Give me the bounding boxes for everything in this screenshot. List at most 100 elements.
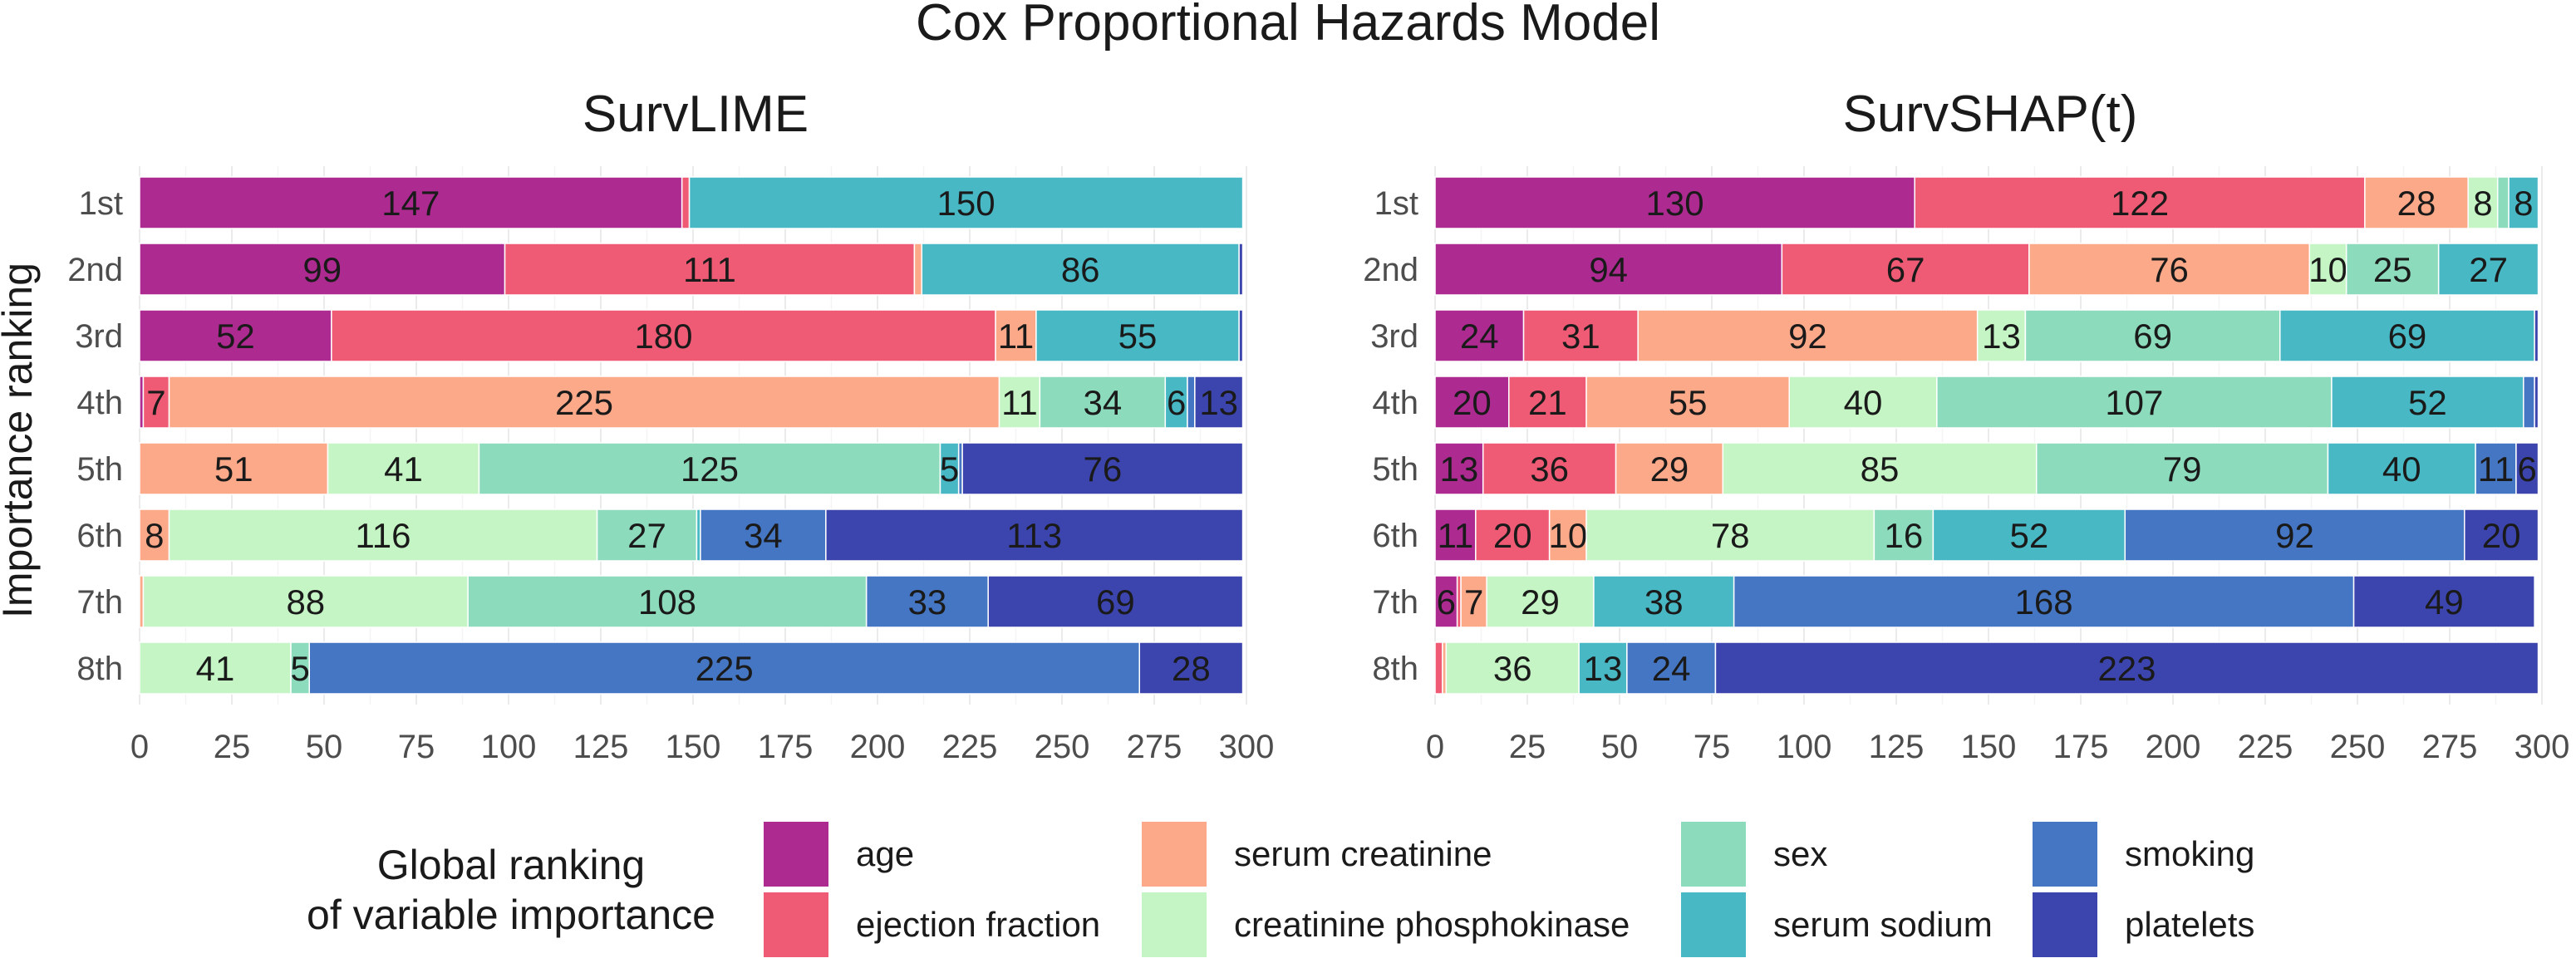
x-tick-label: 175 — [2053, 729, 2109, 765]
bar-segment-serum-sodium — [688, 176, 1244, 229]
x-tick-label: 125 — [573, 729, 629, 765]
bar-segment-creatinine-phosphokinase — [327, 442, 480, 495]
legend-title-line2: of variable importance — [307, 892, 715, 938]
bar-segment-platelets — [961, 442, 1244, 495]
y-tick-label: 6th — [76, 518, 123, 554]
bar-segment-sex — [478, 442, 941, 495]
survlime-panel: SurvLIME Importance ranking 147 150 1st 99 1… — [0, 86, 1274, 765]
bar-segment-serum-creatinine — [139, 509, 170, 562]
bar-value-label: 92 — [1788, 317, 1827, 356]
bar-value-label: 113 — [1006, 516, 1062, 555]
x-tick-label: 300 — [2515, 729, 2570, 765]
bar-value-label: 86 — [1061, 250, 1100, 289]
bar-segment-serum-creatinine — [995, 309, 1037, 362]
x-tick-label: 175 — [758, 729, 814, 765]
bar-segment-serum-sodium — [2331, 376, 2524, 429]
x-tick-label: 100 — [1777, 729, 1832, 765]
x-tick-label: 75 — [1694, 729, 1731, 765]
bar-segment-sex — [2345, 243, 2440, 296]
bar-value-label: 78 — [1711, 516, 1750, 555]
y-tick-label: 3rd — [1370, 318, 1418, 355]
x-tick-label: 225 — [942, 729, 998, 765]
bar-value-label: 21 — [1528, 383, 1567, 422]
y-tick-label: 2nd — [67, 252, 123, 288]
bar-value-label: 16 — [1885, 516, 1924, 555]
legend-label: creatinine phosphokinase — [1234, 905, 1630, 944]
x-tick-label: 150 — [1961, 729, 2017, 765]
bar-segment-smoking — [700, 509, 827, 562]
x-tick-label: 50 — [306, 729, 343, 765]
bar-segment-platelets — [1194, 376, 1244, 429]
bar-segment-age — [1434, 442, 1484, 495]
legend-label: age — [856, 834, 914, 873]
y-tick-label: 8th — [76, 651, 123, 687]
bar-value-label: 99 — [302, 250, 342, 289]
bar-value-label: 36 — [1493, 649, 1532, 688]
bar-segment-sex — [2035, 442, 2329, 495]
bar-value-label: 11 — [1001, 383, 1038, 422]
legend-label: serum sodium — [1773, 905, 1993, 944]
x-tick-label: 275 — [1127, 729, 1182, 765]
bar-value-label: 122 — [2111, 184, 2169, 223]
bar-segment-sex — [596, 509, 698, 562]
bar-value-label: 34 — [744, 516, 783, 555]
bar-segment-sex — [1936, 376, 2333, 429]
legend-label: sex — [1773, 834, 1827, 873]
bar-value-label: 55 — [1118, 317, 1158, 356]
bar-value-label: 10 — [2308, 250, 2347, 289]
bar-value-label: 27 — [2469, 250, 2508, 289]
bar-segment-smoking — [2124, 509, 2465, 562]
bar-value-label: 13 — [1982, 317, 2021, 356]
bar-value-label: 180 — [634, 317, 692, 356]
bar-value-label: 8 — [145, 516, 164, 555]
y-tick-label: 5th — [76, 451, 123, 488]
bar-value-label: 107 — [2105, 383, 2163, 422]
bar-segment-ejection-fraction — [1781, 243, 2030, 296]
bar-segment-age — [139, 309, 332, 362]
bar-value-label: 76 — [2150, 250, 2189, 289]
bar-value-label: 108 — [638, 582, 696, 622]
bar-segment-creatinine-phosphokinase — [1486, 575, 1595, 628]
bar-value-label: 76 — [1083, 450, 1122, 489]
bar-value-label: 24 — [1460, 317, 1499, 356]
bar-segment-age — [1434, 176, 1915, 229]
bar-segment-platelets — [1714, 641, 2539, 695]
y-tick-label: 6th — [1372, 518, 1418, 554]
x-tick-label: 75 — [398, 729, 435, 765]
y-tick-label: 3rd — [75, 318, 123, 355]
bar-segment-serum-creatinine — [913, 243, 923, 296]
bar-segment-platelets — [2352, 575, 2535, 628]
bar-value-label: 125 — [681, 450, 739, 489]
bar-segment-age — [1434, 309, 1525, 362]
x-tick-label: 25 — [214, 729, 251, 765]
panel-title-survshap: SurvSHAP(t) — [1843, 86, 2138, 143]
bar-segment-age — [1434, 509, 1477, 562]
bar-segment-serum-creatinine — [168, 376, 1000, 429]
bar-value-label: 69 — [1096, 582, 1135, 622]
y-tick-label: 5th — [1372, 451, 1418, 488]
bar-segment-serum-sodium — [2437, 243, 2539, 296]
bar-segment-serum-sodium — [1035, 309, 1240, 362]
bar-value-label: 41 — [384, 450, 423, 489]
bar-value-label: 5 — [290, 649, 309, 688]
bar-value-label: 13 — [1199, 383, 1238, 422]
bar-value-label: 36 — [1530, 450, 1569, 489]
bar-segment-ejection-fraction — [1508, 376, 1587, 429]
bar-segment-platelets — [2534, 309, 2539, 362]
bar-segment-serum-creatinine — [2028, 243, 2311, 296]
legend-swatch-sex — [1679, 820, 1748, 888]
bar-value-label: 52 — [216, 317, 255, 356]
bar-segment-smoking — [865, 575, 989, 628]
bar-segment-serum-creatinine — [2364, 176, 2469, 229]
bar-value-label: 8 — [2514, 184, 2533, 223]
legend-swatch-serum-creatinine — [1140, 820, 1208, 888]
bar-segment-age — [139, 176, 683, 229]
bar-segment-sex — [1039, 376, 1167, 429]
x-tick-label: 200 — [850, 729, 906, 765]
bar-segment-creatinine-phosphokinase — [1585, 509, 1875, 562]
legend: Global ranking of variable importance ag… — [307, 820, 2254, 959]
x-tick-label: 225 — [2238, 729, 2293, 765]
bar-value-label: 223 — [2097, 649, 2156, 688]
bar-segment-creatinine-phosphokinase — [2308, 243, 2347, 296]
